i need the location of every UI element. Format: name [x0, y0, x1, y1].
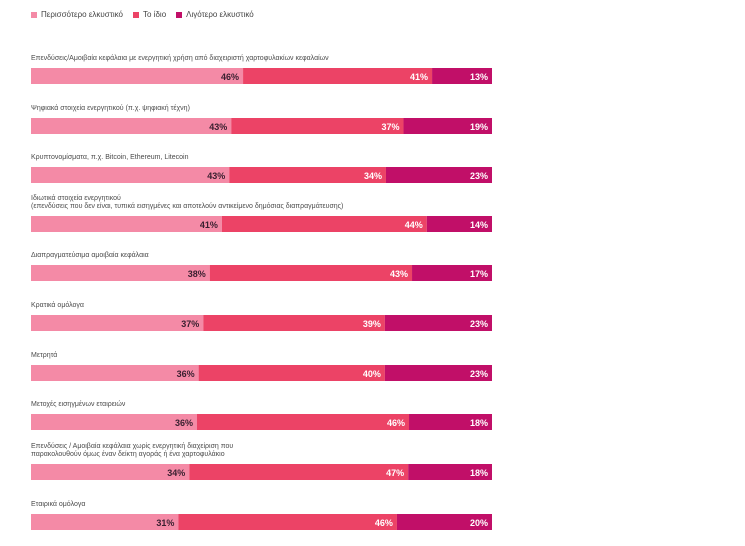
- bar-segment-more: [31, 118, 232, 134]
- category-label: Εταιρικά ομόλογα: [31, 500, 85, 508]
- data-label: 43%: [207, 171, 225, 181]
- category-label: Μετοχές εισηγμένων εταιρειών: [31, 400, 126, 408]
- data-label: 23%: [470, 171, 488, 181]
- bar-segment-same: [178, 514, 397, 530]
- data-label: 43%: [209, 122, 227, 132]
- bar-segment-same: [229, 167, 386, 183]
- data-label: 18%: [470, 418, 488, 428]
- data-label: 18%: [470, 468, 488, 478]
- bar-segment-less: [412, 265, 492, 281]
- legend-item-more-attractive: Περισσότερο ελκυστικό: [31, 10, 123, 19]
- legend-item-same: Το ίδιο: [133, 10, 166, 19]
- bar-segment-less: [426, 216, 492, 232]
- bar-segment-more: [31, 265, 210, 281]
- data-label: 40%: [363, 369, 381, 379]
- bar-segment-same: [196, 414, 410, 430]
- bar-segment-same: [243, 68, 433, 84]
- data-label: 43%: [390, 269, 408, 279]
- data-label: 46%: [375, 518, 393, 528]
- bar-segment-more: [31, 464, 190, 480]
- legend-swatch-same: [133, 11, 139, 18]
- data-label: 37%: [181, 319, 199, 329]
- data-label: 14%: [470, 220, 488, 230]
- bar-segment-less: [384, 365, 492, 381]
- bar-segment-more: [31, 365, 199, 381]
- legend-label-less-attractive: Λιγότερο ελκυστικό: [186, 10, 254, 19]
- bar-segment-more: [31, 68, 244, 84]
- legend-label-same: Το ίδιο: [143, 10, 167, 19]
- bar-segment-less: [385, 167, 492, 183]
- data-label: 47%: [386, 468, 404, 478]
- legend-swatch-more-attractive: [31, 11, 37, 18]
- data-label: 20%: [470, 518, 488, 528]
- data-label: 39%: [363, 319, 381, 329]
- data-label: 36%: [175, 418, 193, 428]
- legend-swatch-less-attractive: [176, 11, 183, 18]
- bar-segment-less: [432, 68, 492, 84]
- bar-segment-same: [198, 365, 385, 381]
- category-label: Ιδιωτικά στοιχεία ενεργητικού: [31, 194, 121, 202]
- bar-segment-more: [31, 167, 230, 183]
- category-label: παρακολουθούν όμως έναν δείκτη αγοράς ή …: [31, 450, 225, 458]
- bar-segment-more: [31, 414, 197, 430]
- bar-segment-same: [203, 315, 385, 331]
- data-label: 23%: [470, 319, 488, 329]
- legend-item-less-attractive: Λιγότερο ελκυστικό: [176, 10, 254, 19]
- data-label: 41%: [410, 72, 428, 82]
- category-label: Επενδύσεις / Αμοιβαία κεφάλαια χωρίς ενε…: [31, 442, 233, 450]
- category-label: Επενδύσεις/Αμοιβαία κεφάλαια με ενεργητι…: [31, 54, 329, 62]
- bar-segment-less: [408, 464, 492, 480]
- data-label: 13%: [470, 72, 488, 82]
- legend-label-more-attractive: Περισσότερο ελκυστικό: [41, 10, 123, 19]
- data-label: 46%: [221, 72, 239, 82]
- data-label: 17%: [470, 269, 488, 279]
- data-label: 41%: [200, 220, 218, 230]
- bar-segment-more: [31, 514, 179, 530]
- category-label: Κρατικά ομόλογα: [31, 301, 84, 309]
- bar-segment-more: [31, 216, 222, 232]
- bar-segment-same: [221, 216, 427, 232]
- bar-segment-less: [409, 414, 492, 430]
- bar-segment-same: [189, 464, 409, 480]
- bar-segment-less: [403, 118, 492, 134]
- data-label: 44%: [405, 220, 423, 230]
- bar-segment-less: [384, 315, 492, 331]
- bar-segment-less: [396, 514, 492, 530]
- data-label: 46%: [387, 418, 405, 428]
- category-label: (επενδύσεις που δεν είναι, τυπικά εισηγμ…: [31, 202, 343, 210]
- category-label: Μετρητά: [31, 351, 57, 359]
- data-label: 36%: [177, 369, 195, 379]
- category-label: Ψηφιακά στοιχεία ενεργητικού (π.χ. ψηφια…: [31, 104, 190, 112]
- data-label: 37%: [382, 122, 400, 132]
- category-label: Διαπραγματεύσιμα αμοιβαία κεφάλαια: [31, 251, 149, 259]
- data-label: 19%: [470, 122, 488, 132]
- chart-legend: Περισσότερο ελκυστικό Το ίδιο Λιγότερο ε…: [31, 10, 254, 19]
- bar-segment-same: [209, 265, 413, 281]
- data-label: 34%: [167, 468, 185, 478]
- data-label: 31%: [156, 518, 174, 528]
- category-label: Κρυπτονομίσματα, π.χ. Bitcoin, Ethereum,…: [31, 153, 189, 161]
- bar-segment-more: [31, 315, 204, 331]
- data-label: 23%: [470, 369, 488, 379]
- data-label: 34%: [364, 171, 382, 181]
- bar-segment-same: [231, 118, 404, 134]
- data-label: 38%: [188, 269, 206, 279]
